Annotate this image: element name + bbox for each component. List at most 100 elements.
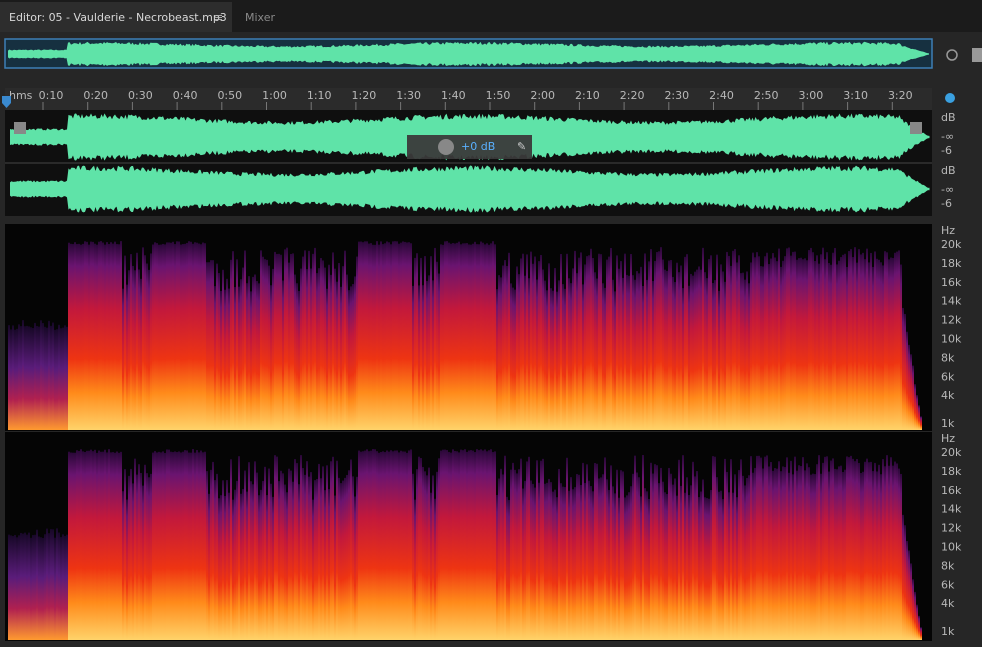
spectrogram-column: [850, 455, 852, 640]
spectrogram-column: [516, 266, 518, 430]
spectrogram-column: [458, 241, 460, 430]
spectrogram-column: [458, 452, 460, 640]
spectrogram-column: [540, 460, 542, 640]
pin-icon[interactable]: ✎: [517, 140, 526, 153]
editor-tab-label[interactable]: Editor: 05 - Vaulderie - Necrobeast.mp3: [9, 11, 227, 24]
spectrogram-column: [754, 257, 756, 430]
spectrogram-column: [162, 243, 164, 430]
spectrogram-column: [312, 499, 314, 640]
spectrogram-column: [294, 459, 296, 640]
spectrogram-column: [714, 280, 716, 430]
spectrogram-column: [94, 243, 96, 430]
spectrogram-column: [364, 241, 366, 430]
spectrogram-column: [494, 451, 496, 640]
ruler-label: 2:20: [620, 89, 645, 102]
spectrogram-column: [864, 259, 866, 430]
spectrogram-column: [744, 279, 746, 430]
spectrogram-column: [118, 244, 120, 430]
spectrogram-column: [188, 452, 190, 640]
editor-tab[interactable]: [0, 2, 232, 32]
spectrogram-column: [322, 466, 324, 640]
gain-knob[interactable]: [438, 139, 454, 155]
spectrogram-column: [116, 244, 118, 430]
spectrogram-column: [128, 475, 130, 640]
spectrogram-column: [130, 254, 132, 430]
spectrogram-column: [350, 459, 352, 640]
spectrogram-column: [746, 477, 748, 640]
spectrogram-column: [254, 461, 256, 640]
hud[interactable]: [407, 135, 532, 159]
spectrogram-column: [874, 251, 876, 430]
spectrogram-column: [798, 465, 800, 640]
spectrogram-column: [596, 278, 598, 430]
spectrogram-column: [280, 254, 282, 430]
spectrogram-column: [534, 487, 536, 640]
spectrogram-column: [62, 534, 64, 640]
spectrogram-column: [884, 466, 886, 640]
playhead[interactable]: [2, 96, 11, 108]
spectrogram-column: [526, 461, 528, 640]
spectrogram-column: [210, 260, 212, 430]
spectrogram-column: [684, 256, 686, 430]
spectrogram-column: [662, 481, 664, 640]
spectrogram-column: [226, 480, 228, 640]
spectrogram-column: [680, 485, 682, 640]
spectrogram-column: [326, 288, 328, 430]
spectrogram-column: [532, 483, 534, 640]
spectrogram-column: [450, 243, 452, 430]
spectrogram-column: [232, 251, 234, 430]
mixer-tab-label[interactable]: Mixer: [245, 11, 275, 24]
spectrogram-column: [68, 242, 70, 430]
spectrogram-column: [712, 456, 714, 640]
spectrogram-column: [302, 468, 304, 640]
spectrogram-column: [346, 274, 348, 430]
spectrogram-column: [50, 325, 52, 430]
spectrogram-column: [864, 461, 866, 640]
spectrogram-column: [732, 492, 734, 640]
spectrogram-column: [198, 243, 200, 430]
spectrogram-column: [252, 276, 254, 430]
spectrogram-column: [644, 253, 646, 430]
spectrogram-column: [848, 251, 850, 430]
hz-label: 12k: [941, 314, 962, 327]
spectrogram-column: [388, 242, 390, 430]
spectrogram-column: [94, 449, 96, 640]
spectrogram-column: [342, 480, 344, 640]
spectrogram-column: [356, 476, 358, 640]
spectrogram-column: [54, 329, 56, 430]
spectrogram-column: [124, 469, 126, 640]
spectrogram-column: [750, 456, 752, 640]
fade-out-handle[interactable]: [910, 122, 922, 134]
spectrogram-column: [354, 276, 356, 430]
spectrogram-column: [342, 266, 344, 430]
spectrogram-column: [10, 535, 12, 640]
spectrogram-column: [28, 326, 30, 430]
fade-in-handle[interactable]: [14, 122, 26, 134]
spectrogram-column: [826, 456, 828, 640]
tab-menu-icon[interactable]: ≡: [214, 11, 223, 24]
spectrogram-column: [262, 480, 264, 640]
spectrogram-column: [792, 474, 794, 640]
spectrogram-column: [650, 462, 652, 640]
headphone-icon[interactable]: [945, 93, 955, 103]
menu-icon[interactable]: [972, 48, 982, 62]
spectrogram-column: [766, 455, 768, 640]
spectrogram-column: [296, 283, 298, 430]
spectrogram-column: [642, 285, 644, 430]
spectrogram-column: [514, 469, 516, 640]
spectrogram-column: [150, 253, 152, 430]
zoom-icon[interactable]: [946, 49, 958, 61]
waveform: [10, 165, 930, 213]
spectrogram-column: [674, 282, 676, 430]
spectrogram-column: [790, 255, 792, 430]
spectrogram-column: [660, 247, 662, 430]
spectrogram-column: [702, 247, 704, 430]
spectrogram-column: [642, 455, 644, 640]
spectrogram-column: [706, 278, 708, 430]
spectrogram-column: [838, 260, 840, 430]
spectrogram-column: [90, 449, 92, 640]
spectrogram-column: [630, 486, 632, 640]
spectrogram-column: [212, 461, 214, 640]
spectrogram-column: [356, 256, 358, 430]
spectrogram-column: [360, 241, 362, 430]
